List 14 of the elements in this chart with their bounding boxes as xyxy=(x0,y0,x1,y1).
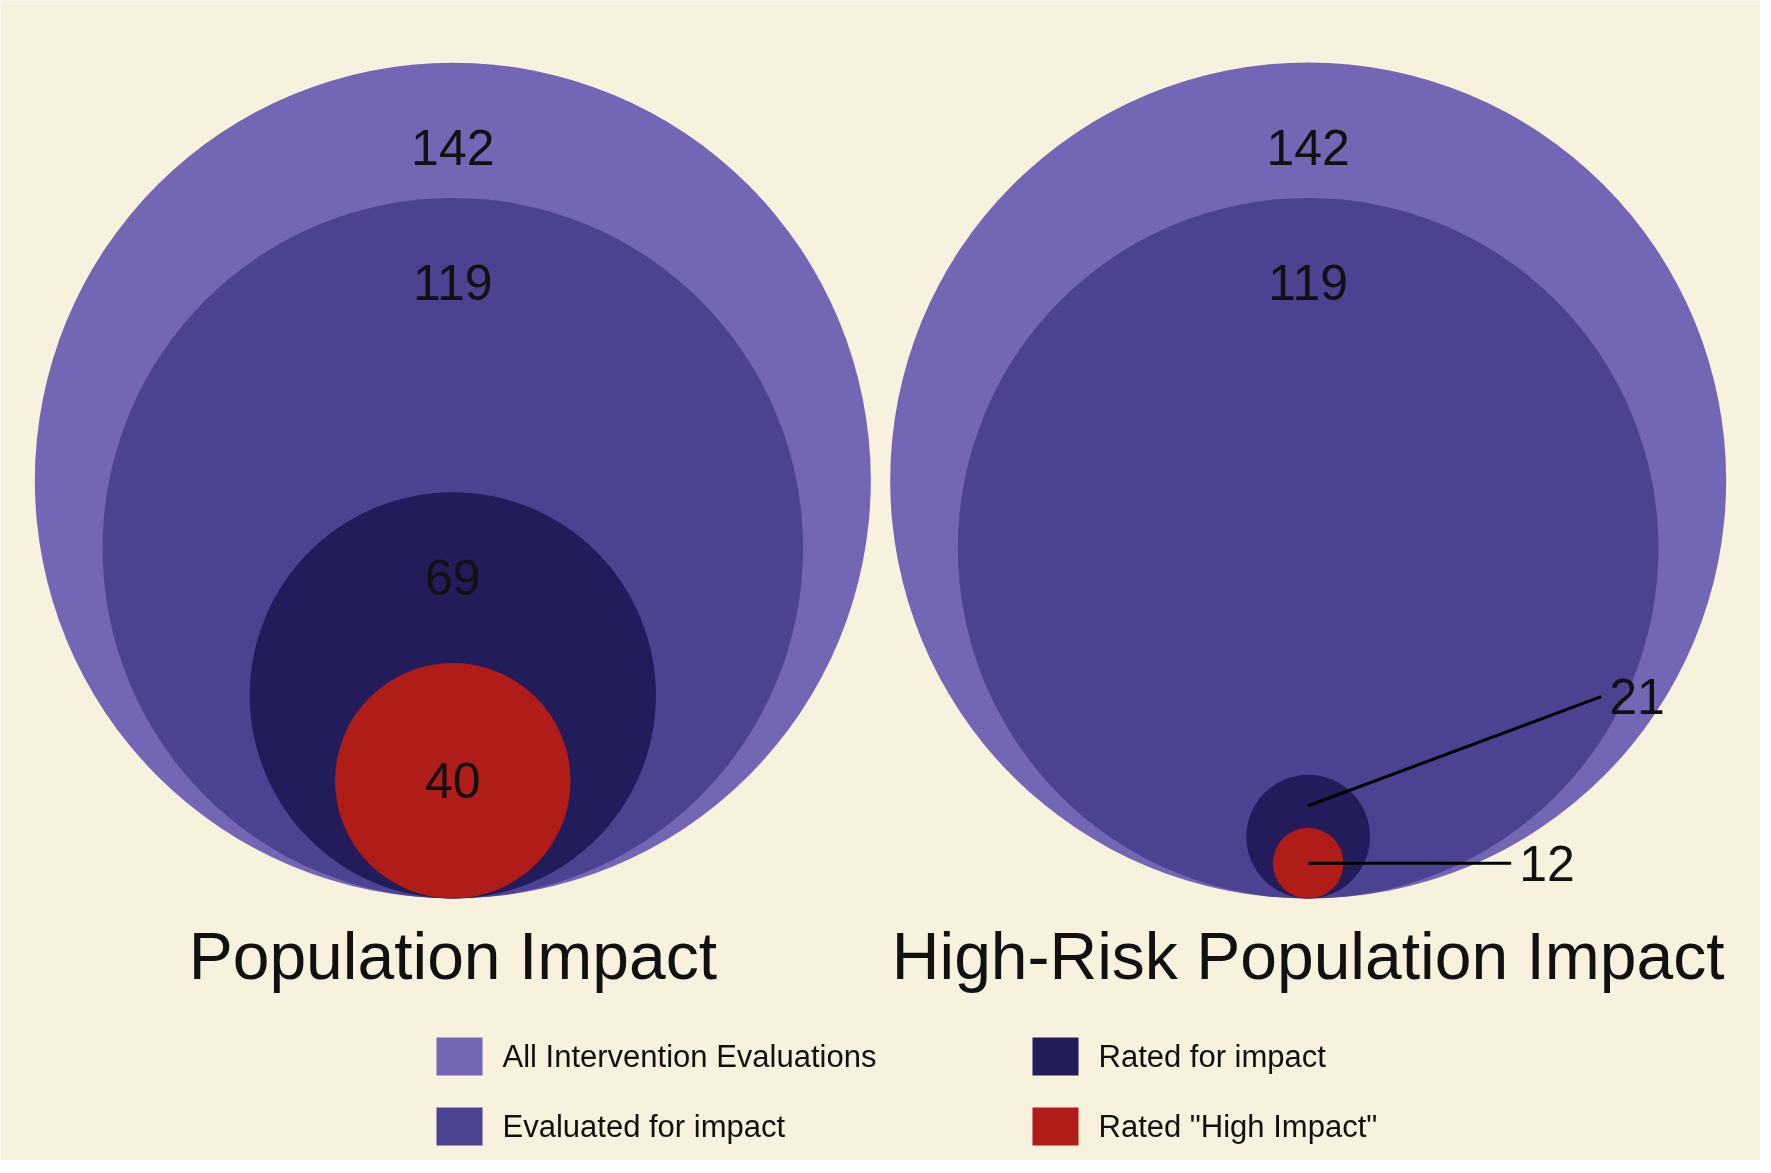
legend-label: All Intervention Evaluations xyxy=(502,1039,877,1074)
category-label: High-Risk Population Impact xyxy=(891,918,1725,993)
data-label: 40 xyxy=(425,753,481,810)
data-label: 142 xyxy=(411,120,495,176)
data-label: 21 xyxy=(1609,669,1665,726)
legend-label: Rated for impact xyxy=(1098,1039,1327,1074)
category-label: Population Impact xyxy=(188,918,717,993)
data-label: 119 xyxy=(1268,255,1349,312)
data-label: 119 xyxy=(412,255,493,312)
data-label: 142 xyxy=(1266,120,1350,176)
data-label: 12 xyxy=(1519,835,1575,892)
data-label: 69 xyxy=(425,549,481,606)
legend-label: Evaluated for impact xyxy=(502,1109,786,1144)
legend-label: Rated "High Impact" xyxy=(1098,1109,1378,1144)
